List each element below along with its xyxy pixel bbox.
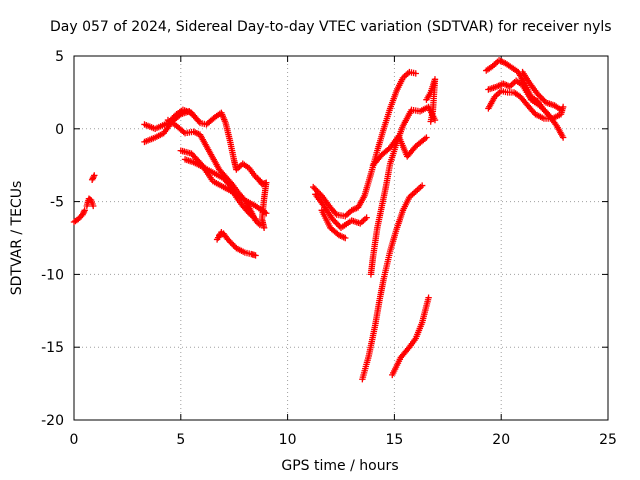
data-point — [404, 345, 412, 352]
data-point — [90, 173, 97, 181]
y-axis-ticks: 5 0 -5 -10 -15 -20 — [41, 49, 608, 429]
data-series-track — [181, 156, 259, 223]
data-point — [218, 228, 225, 236]
data-point — [330, 217, 338, 224]
data-point — [329, 215, 336, 223]
x-tick-label: 20 — [492, 432, 510, 448]
data-point — [170, 113, 177, 121]
y-tick-label: -10 — [41, 267, 64, 283]
data-point — [332, 218, 339, 226]
data-series-track — [83, 195, 97, 210]
data-series-track — [519, 68, 565, 114]
data-series-track — [369, 132, 430, 169]
data-point — [423, 134, 430, 141]
data-point — [334, 221, 342, 229]
data-point — [332, 210, 339, 217]
data-points — [70, 57, 567, 383]
data-point — [534, 90, 541, 98]
x-tick-label: 5 — [176, 432, 185, 448]
data-series-track — [359, 182, 426, 383]
data-point — [80, 210, 87, 217]
data-point — [363, 214, 370, 221]
data-point — [412, 70, 419, 77]
data-series-track — [254, 175, 270, 232]
data-series-track — [213, 228, 225, 243]
data-point — [557, 106, 565, 114]
data-point — [91, 172, 98, 179]
data-point — [79, 211, 86, 218]
y-tick-label: 5 — [55, 49, 64, 65]
data-point — [88, 176, 96, 183]
data-point — [260, 224, 268, 232]
y-tick-label: -15 — [41, 340, 64, 356]
y-axis-label: SDTVAR / TECUs — [9, 181, 25, 296]
data-point — [538, 95, 545, 102]
y-tick-label: -20 — [41, 413, 64, 429]
data-point — [310, 183, 317, 191]
data-series-track — [177, 147, 270, 217]
x-tick-label: 15 — [385, 432, 403, 448]
x-tick-label: 25 — [599, 432, 617, 448]
data-point — [253, 218, 261, 226]
data-point — [252, 215, 259, 223]
data-point — [195, 118, 203, 125]
data-point — [76, 214, 83, 221]
data-point — [545, 112, 553, 119]
data-series-track — [216, 230, 259, 259]
data-series-track — [141, 106, 266, 186]
data-series-track — [70, 207, 88, 226]
data-point — [255, 220, 262, 227]
data-point — [81, 207, 88, 214]
data-point — [224, 236, 231, 243]
data-series-track — [318, 207, 349, 242]
data-point — [312, 186, 320, 194]
x-tick-label: 10 — [279, 432, 297, 448]
data-point — [90, 202, 97, 210]
x-axis-label: GPS time / hours — [281, 458, 398, 474]
data-series-track — [88, 172, 98, 183]
chart-title: Day 057 of 2024, Sidereal Day-to-day VTE… — [50, 19, 612, 35]
x-axis-ticks: 0 5 10 15 20 25 — [70, 56, 617, 448]
data-point — [226, 237, 233, 245]
data-point — [244, 208, 252, 215]
data-point — [418, 182, 426, 189]
data-series-track — [423, 76, 439, 125]
data-series-track — [312, 191, 370, 232]
data-point — [559, 134, 567, 141]
data-point — [425, 294, 432, 301]
data-series-track — [367, 103, 439, 278]
data-point — [75, 215, 82, 223]
data-point — [535, 92, 543, 99]
y-tick-label: -5 — [50, 195, 64, 211]
data-point — [427, 118, 434, 125]
data-series-track — [485, 87, 567, 122]
data-point — [89, 175, 97, 182]
data-point — [180, 128, 187, 136]
x-tick-label: 0 — [70, 432, 79, 448]
data-point — [537, 93, 544, 100]
y-tick-label: 0 — [55, 122, 64, 138]
data-point — [252, 252, 259, 259]
data-point — [80, 208, 88, 215]
data-point — [227, 239, 234, 246]
data-point — [333, 220, 340, 227]
data-point — [342, 234, 349, 242]
data-point — [230, 242, 237, 249]
data-point — [540, 96, 547, 103]
data-series-track — [389, 294, 432, 379]
data-point — [228, 240, 236, 248]
plot-frame — [73, 55, 609, 421]
data-point — [311, 185, 318, 192]
